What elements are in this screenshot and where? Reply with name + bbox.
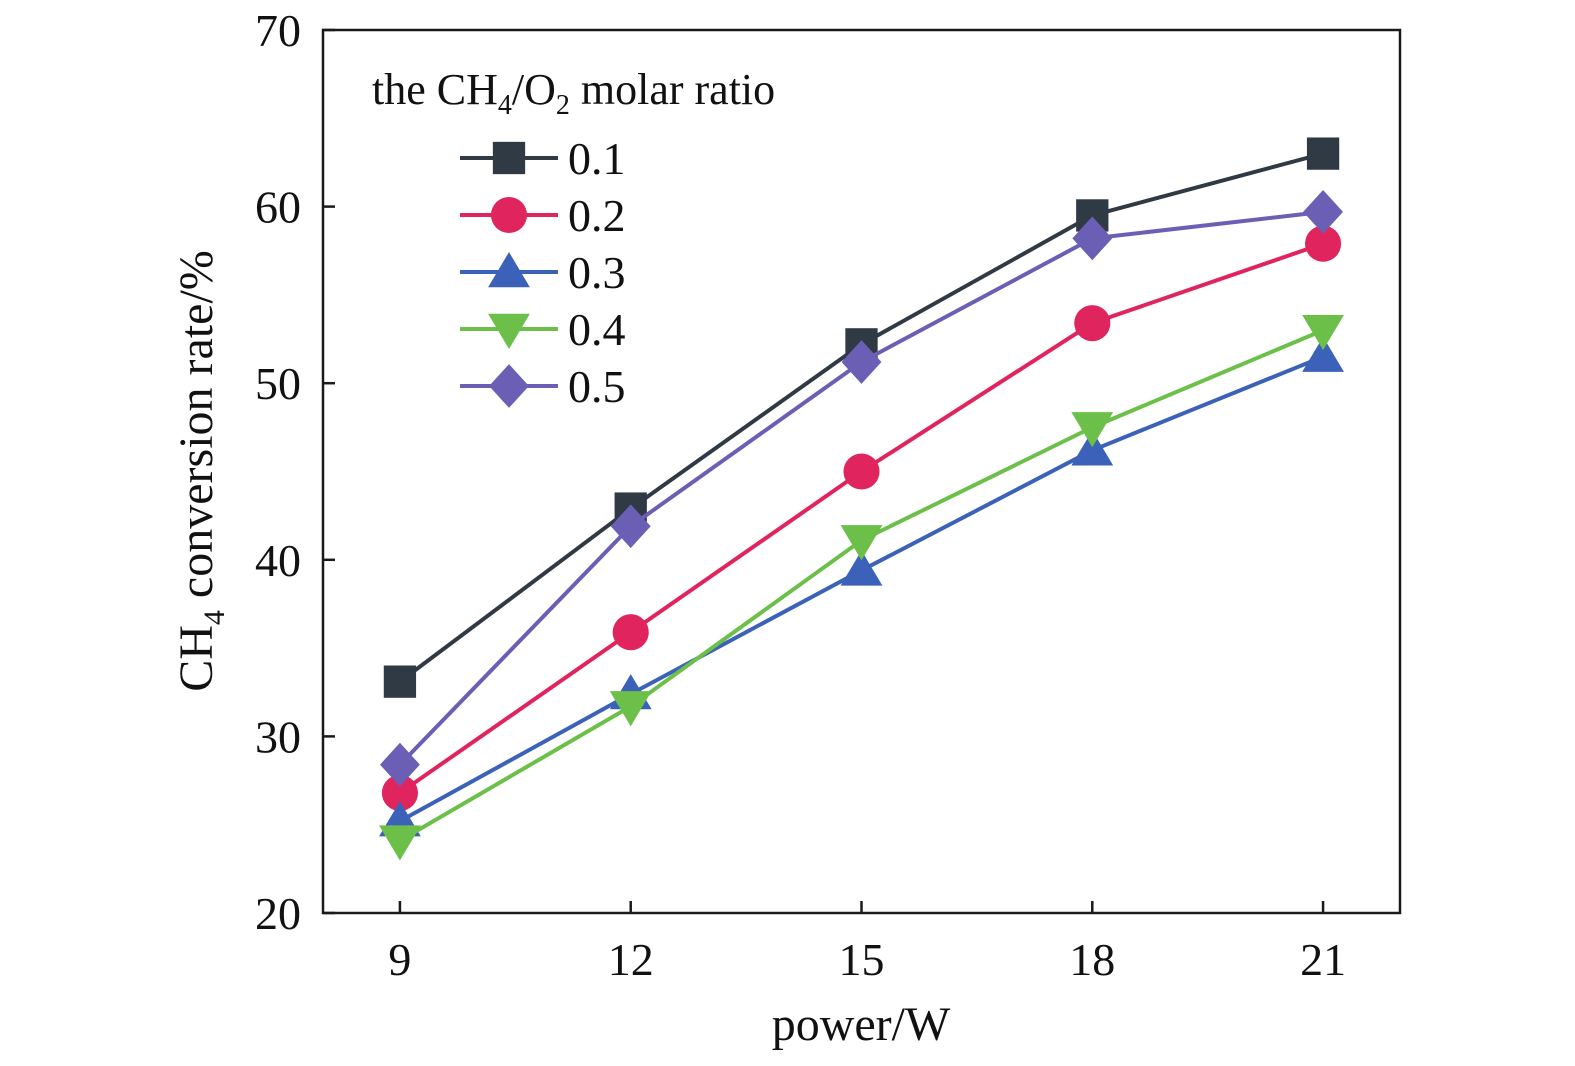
y-tick-label: 20 — [255, 888, 301, 939]
legend-marker — [488, 313, 530, 349]
data-point — [840, 525, 883, 561]
data-point — [612, 614, 649, 651]
x-tick-label: 15 — [839, 934, 885, 985]
data-point — [381, 774, 418, 811]
data-point — [1302, 336, 1344, 372]
data-point — [610, 504, 651, 549]
data-point — [1071, 430, 1114, 466]
legend-item: 0.5 — [460, 361, 626, 412]
y-axis-title: CH4 conversion rate/% — [170, 250, 231, 692]
legend-item: 0.3 — [460, 247, 626, 298]
legend-label: 0.4 — [568, 304, 626, 355]
data-point — [379, 825, 421, 861]
y-tick-label: 30 — [255, 711, 301, 762]
y-tick-label: 60 — [255, 182, 301, 233]
data-point — [1071, 412, 1114, 448]
data-point — [379, 742, 420, 787]
x-tick-label: 9 — [388, 934, 411, 985]
data-point — [1306, 137, 1340, 170]
data-point — [609, 691, 652, 727]
y-tick-label: 50 — [255, 358, 301, 409]
legend-marker — [490, 196, 528, 234]
legend-marker — [488, 252, 530, 288]
data-point — [1302, 315, 1344, 351]
data-point — [383, 665, 417, 698]
x-tick-label: 21 — [1300, 934, 1346, 985]
legend-item: 0.1 — [460, 133, 626, 184]
series-0.5 — [379, 190, 1344, 787]
x-tick-label: 18 — [1069, 934, 1115, 985]
data-point — [840, 550, 883, 586]
data-point — [1305, 225, 1342, 262]
legend-item: 0.2 — [460, 190, 626, 241]
legend-label: 0.5 — [568, 361, 626, 412]
series-0.1 — [383, 137, 1340, 698]
data-point — [1072, 216, 1113, 261]
data-point — [1303, 190, 1344, 234]
x-axis-title: power/W — [772, 998, 951, 1051]
legend-label: 0.2 — [568, 190, 626, 241]
series-0.3 — [379, 336, 1344, 837]
series-line — [398, 354, 1324, 823]
data-point — [841, 340, 882, 384]
y-axis: 20 30 40 50 60 70 — [255, 5, 335, 939]
data-point — [1074, 305, 1111, 342]
y-tick-label: 70 — [255, 5, 301, 56]
y-tick-label: 40 — [255, 535, 301, 586]
legend-label: 0.3 — [568, 247, 626, 298]
series-0.2 — [381, 225, 1342, 811]
legend-item: 0.4 — [460, 304, 626, 355]
legend-marker — [489, 364, 529, 408]
series-layer — [379, 137, 1344, 861]
x-axis: 9 12 15 18 21 — [388, 901, 1346, 985]
series-line — [398, 151, 1324, 684]
series-0.4 — [379, 315, 1344, 861]
legend-title: the CH4/O2 molar ratio — [372, 65, 775, 121]
series-line — [398, 241, 1324, 795]
data-point — [843, 453, 880, 490]
legend-marker — [492, 141, 526, 175]
legend: 0.1 0.2 0.3 0.4 0.5 — [460, 133, 626, 412]
x-tick-label: 12 — [608, 934, 654, 985]
legend-label: 0.1 — [568, 133, 626, 184]
